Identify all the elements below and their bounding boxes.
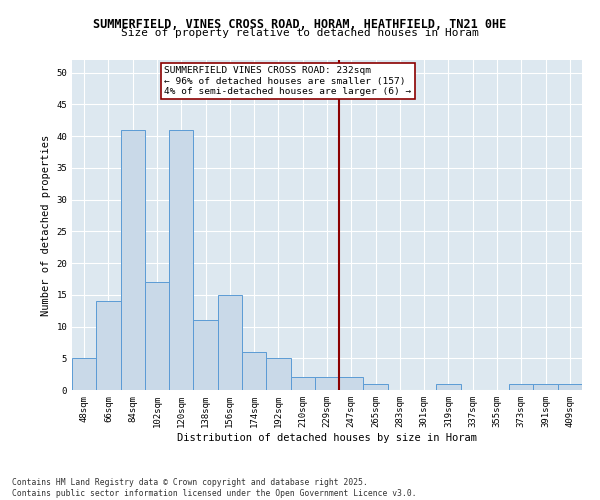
Bar (169, 130, 193, 390)
Text: Contains HM Land Registry data © Crown copyright and database right 2025.
Contai: Contains HM Land Registry data © Crown c… (12, 478, 416, 498)
Bar (96, 301, 121, 390)
Bar (290, 378, 315, 390)
Bar (266, 358, 290, 390)
Bar (364, 384, 388, 390)
Bar (509, 384, 533, 390)
Bar (193, 320, 218, 390)
Bar (533, 384, 558, 390)
Bar (242, 352, 266, 390)
Y-axis label: Number of detached properties: Number of detached properties (41, 134, 51, 316)
Bar (145, 282, 169, 390)
Text: SUMMERFIELD, VINES CROSS ROAD, HORAM, HEATHFIELD, TN21 0HE: SUMMERFIELD, VINES CROSS ROAD, HORAM, HE… (94, 18, 506, 30)
Bar (121, 130, 145, 390)
Bar (72, 358, 96, 390)
Text: Size of property relative to detached houses in Horam: Size of property relative to detached ho… (121, 28, 479, 38)
Bar (218, 295, 242, 390)
X-axis label: Distribution of detached houses by size in Horam: Distribution of detached houses by size … (177, 432, 477, 442)
Bar (436, 384, 461, 390)
Bar (339, 378, 364, 390)
Bar (315, 378, 339, 390)
Bar (558, 384, 582, 390)
Text: SUMMERFIELD VINES CROSS ROAD: 232sqm
← 96% of detached houses are smaller (157)
: SUMMERFIELD VINES CROSS ROAD: 232sqm ← 9… (164, 66, 412, 96)
